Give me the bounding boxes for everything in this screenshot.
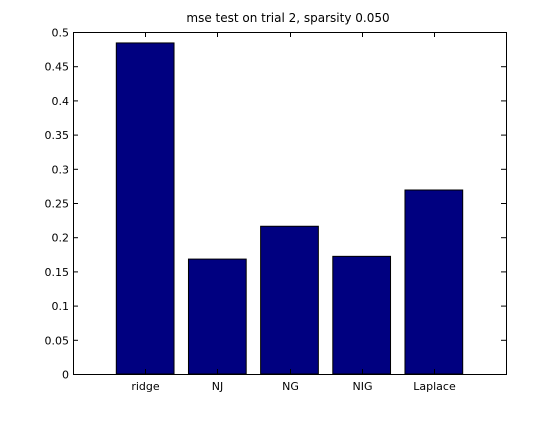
axes: 0 0.05 0.1 0.15 0.2 0.25 0.3 0.35 0.4 0.45 0.5 ridg… (45, 27, 507, 393)
x-tick-label: ridge (131, 380, 160, 393)
x-tick-label: NIG (353, 380, 373, 393)
bar-ng (260, 225, 319, 375)
bar-laplace (404, 189, 464, 375)
chart-title: mse test on trial 2, sparsity 0.050 (186, 11, 389, 25)
bar-ridge (115, 42, 175, 375)
x-tick-label: NG (282, 380, 299, 393)
x-tick-label: NJ (212, 380, 223, 393)
y-tick-label: 0.1 (52, 300, 70, 313)
y-tick-label: 0.25 (45, 198, 70, 211)
bar-nj (187, 258, 247, 375)
y-tick-label: 0.3 (52, 163, 70, 176)
y-tick-label: 0.15 (45, 266, 70, 279)
y-tick-label: 0.35 (45, 129, 70, 142)
x-tick-label: Laplace (413, 380, 456, 393)
bar-nig (332, 255, 392, 375)
y-tick-label: 0 (62, 369, 69, 382)
y-tick-label: 0.4 (52, 95, 70, 108)
y-tick-label: 0.05 (45, 334, 70, 347)
y-tick-label: 0.2 (52, 232, 70, 245)
y-tick-label: 0.5 (52, 27, 70, 40)
y-tick-label: 0.45 (45, 61, 70, 74)
bars (115, 42, 464, 375)
